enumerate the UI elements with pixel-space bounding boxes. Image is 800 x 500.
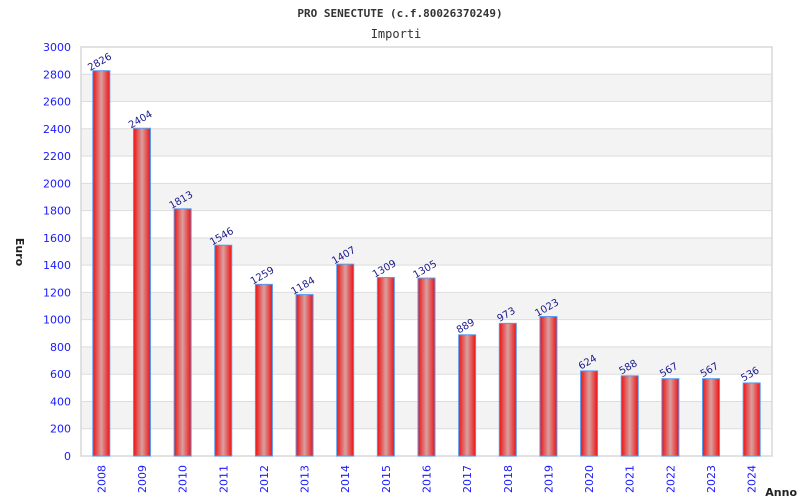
bar <box>661 378 680 457</box>
bar <box>498 322 517 457</box>
x-tick-label: 2022 <box>664 465 677 493</box>
x-tick-label: 2021 <box>624 465 637 493</box>
y-tick-label: 1600 <box>43 232 71 245</box>
grid-band <box>81 74 772 102</box>
y-tick-label: 2600 <box>43 96 71 109</box>
y-tick-label: 0 <box>64 450 71 463</box>
x-tick-label: 2011 <box>217 465 230 493</box>
grid-band <box>81 128 772 157</box>
x-axis-label: Anno <box>765 486 797 499</box>
y-tick-label: 2400 <box>43 123 71 136</box>
bar <box>173 208 192 457</box>
bar <box>336 263 355 457</box>
bar <box>539 316 558 457</box>
bar <box>702 378 721 457</box>
x-tick-label: 2024 <box>746 465 759 493</box>
x-tick-label: 2013 <box>299 465 312 493</box>
x-tick-label: 2023 <box>705 465 718 493</box>
bar <box>295 294 314 457</box>
bar <box>620 375 639 457</box>
x-tick-label: 2009 <box>136 465 149 493</box>
bar <box>254 283 273 457</box>
x-tick-label: 2017 <box>461 465 474 493</box>
x-tick-label: 2015 <box>380 465 393 493</box>
x-tick-label: 2016 <box>421 465 434 493</box>
x-tick-label: 2019 <box>542 465 555 493</box>
y-tick-label: 1000 <box>43 314 71 327</box>
y-tick-label: 200 <box>50 423 71 436</box>
y-axis-label: Euro <box>13 238 26 267</box>
bar <box>417 277 436 457</box>
chart-subtitle: Importi <box>371 27 422 41</box>
x-tick-label: 2010 <box>177 465 190 493</box>
y-tick-label: 3000 <box>43 41 71 54</box>
grid-band <box>81 237 772 266</box>
bar <box>214 244 233 457</box>
bar <box>742 382 761 457</box>
y-tick-label: 400 <box>50 395 71 408</box>
bar <box>580 370 599 457</box>
y-tick-label: 800 <box>50 341 71 354</box>
y-tick-label: 1400 <box>43 259 71 272</box>
y-tick-label: 2200 <box>43 150 71 163</box>
bar <box>376 277 395 457</box>
chart-title: PRO SENECTUTE (c.f.80026370249) <box>297 7 502 20</box>
x-tick-label: 2014 <box>339 465 352 493</box>
y-tick-label: 1200 <box>43 286 71 299</box>
x-tick-label: 2020 <box>583 465 596 493</box>
y-tick-label: 2000 <box>43 177 71 190</box>
grid-band <box>81 183 772 211</box>
x-tick-label: 2018 <box>502 465 515 493</box>
y-tick-label: 1800 <box>43 205 71 218</box>
bar <box>92 70 111 457</box>
y-tick-label: 2800 <box>43 68 71 81</box>
bar <box>458 334 477 457</box>
bar <box>132 127 151 457</box>
x-tick-label: 2008 <box>95 465 108 493</box>
y-tick-label: 600 <box>50 368 71 381</box>
x-tick-label: 2012 <box>258 465 271 493</box>
